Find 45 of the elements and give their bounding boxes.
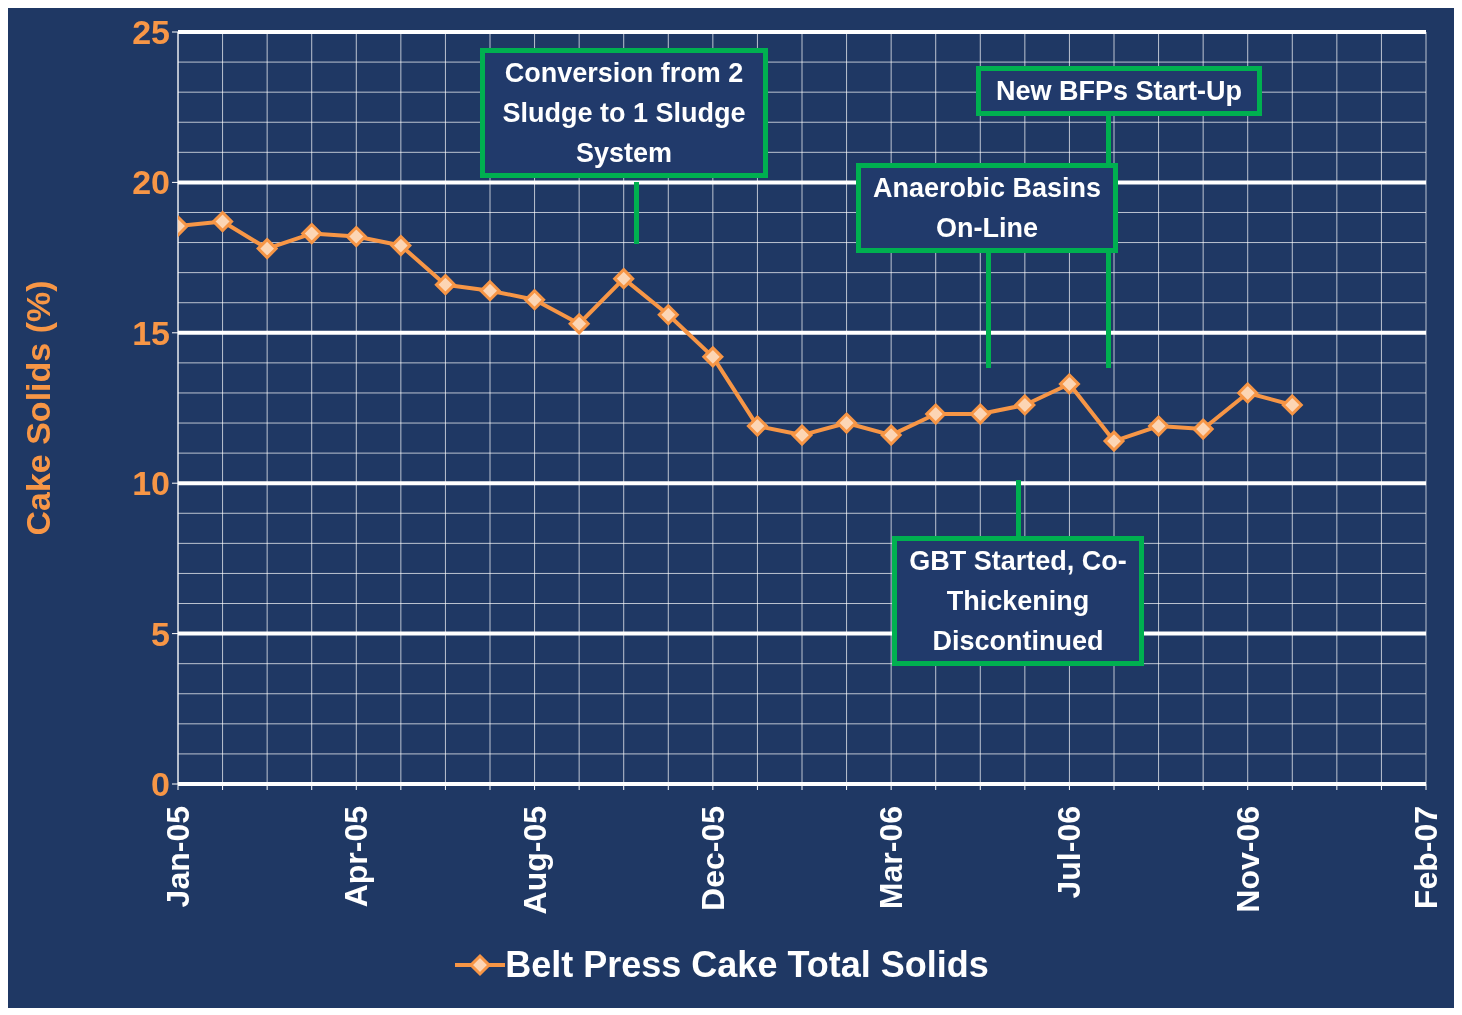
x-tick-label: Apr-05 <box>338 806 375 908</box>
point <box>746 415 768 437</box>
x-tick-label: Aug-05 <box>516 806 553 915</box>
point <box>702 346 724 368</box>
point <box>479 280 501 302</box>
point <box>390 235 412 257</box>
point <box>212 211 234 232</box>
x-tick-label: Jul-06 <box>1051 806 1088 899</box>
x-tick-label: Feb-07 <box>1408 806 1444 910</box>
y-tick-label: 0 <box>151 765 170 804</box>
annotation: Conversion from 2 Sludge to 1 Sludge System <box>502 58 746 168</box>
point <box>1237 382 1259 404</box>
point <box>836 412 858 434</box>
point <box>1014 394 1036 416</box>
point <box>434 274 456 296</box>
legend-label: Belt Press Cake Total Solids <box>505 944 989 986</box>
point <box>1192 418 1214 440</box>
point <box>1058 373 1080 395</box>
y-tick-label: 5 <box>151 614 170 653</box>
y-tick-label: 20 <box>132 163 170 202</box>
point <box>524 289 546 311</box>
point <box>345 226 367 248</box>
y-axis-title: Cake Solids (%) <box>19 280 58 536</box>
point <box>301 223 323 245</box>
annotation: GBT Started, Co-Thickening Discontinued <box>909 546 1127 656</box>
point <box>1103 430 1125 452</box>
point <box>1148 415 1170 437</box>
y-tick-label: 25 <box>132 13 170 52</box>
x-tick-label: Dec-05 <box>694 806 731 911</box>
y-tick-label: 15 <box>132 313 170 352</box>
point <box>969 403 991 425</box>
point <box>925 403 947 425</box>
point <box>791 424 813 446</box>
annotation: Anaerobic Basins On-Line <box>872 173 1102 243</box>
y-tick-label: 10 <box>132 464 170 503</box>
point <box>613 268 635 290</box>
point <box>568 313 590 335</box>
point <box>1281 394 1303 416</box>
annotation: New BFPs Start-Up <box>995 76 1243 106</box>
x-tick-label: Mar-06 <box>873 806 910 910</box>
point <box>657 304 679 326</box>
x-tick-label: Jan-05 <box>160 806 196 908</box>
point <box>256 238 278 260</box>
point <box>880 424 902 446</box>
x-tick-label: Nov-06 <box>1229 806 1266 913</box>
